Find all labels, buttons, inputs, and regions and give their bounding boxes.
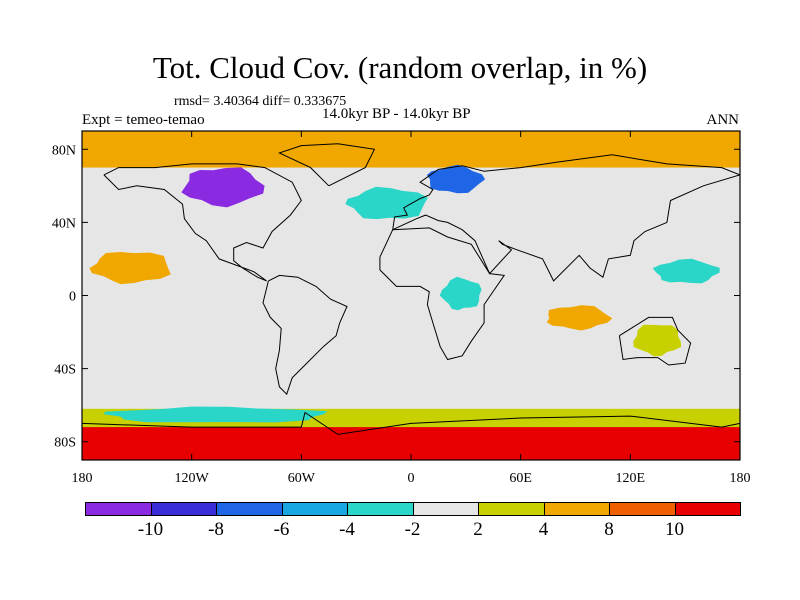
- axis-tick-labels: 180 120W 60W 0 60E 120E 180 80N 40N 0 40S 80S: [52, 143, 751, 486]
- anomaly-region-w-pacific-teal: [652, 258, 720, 284]
- colorbar-label: -6: [273, 519, 290, 540]
- anomaly-region-n-atlantic-teal: [345, 186, 428, 220]
- lat-tick-label: 80N: [52, 143, 76, 158]
- coastline-2: [379, 227, 506, 361]
- coastline-5: [82, 411, 740, 435]
- colorbar-label: -8: [208, 519, 224, 540]
- lon-tick-label: 120E: [616, 471, 646, 486]
- coastline-0: [103, 163, 302, 282]
- season-label: ANN: [706, 112, 740, 128]
- colorbar-label: -2: [404, 519, 421, 540]
- anomaly-field: [82, 131, 740, 460]
- anomaly-region-southern-ocean-band: [82, 423, 740, 460]
- lon-tick-label: 180: [730, 471, 751, 486]
- coastline-1: [262, 274, 348, 396]
- anomaly-region-n-pacific-orange: [89, 252, 171, 285]
- colorbar-label: 4: [538, 519, 549, 540]
- colorbar-label: -4: [339, 519, 355, 540]
- lon-tick-label: 0: [408, 471, 415, 486]
- anomaly-region-africa-teal: [439, 276, 482, 311]
- anomaly-region-laurentide-purple: [181, 167, 265, 208]
- coastline-4: [618, 316, 692, 366]
- stats-line: rmsd= 3.40364 diff= 0.333675: [174, 94, 347, 109]
- axis-ticks: [81, 131, 741, 460]
- anomaly-region-scandinavia-negative: [426, 164, 486, 194]
- anomaly-region-arctic-mixed: [82, 131, 740, 168]
- lat-tick-label: 0: [69, 290, 76, 305]
- lon-tick-label: 60E: [509, 471, 532, 486]
- colorbar-swatch: [150, 502, 217, 516]
- anomaly-region-australia-yellow: [633, 324, 682, 357]
- lon-tick-label: 180: [72, 471, 93, 486]
- lat-tick-label: 40S: [54, 363, 76, 378]
- coastlines: [82, 143, 740, 435]
- period-label: 14.0kyr BP - 14.0kyr BP: [322, 106, 471, 122]
- colorbar-swatch: [543, 502, 610, 516]
- colorbar-swatch: [347, 502, 414, 516]
- coastline-6: [278, 143, 376, 187]
- coastline-3: [392, 154, 740, 282]
- colorbar-label: 2: [473, 519, 483, 540]
- colorbar-swatch: [478, 502, 545, 516]
- colorbar-swatch: [216, 502, 283, 516]
- lat-tick-label: 80S: [54, 436, 76, 451]
- chart-title: Tot. Cloud Cov. (random overlap, in %): [152, 50, 648, 85]
- lon-tick-label: 120W: [175, 471, 210, 486]
- experiment-label: Expt = temeo-temao: [82, 112, 205, 128]
- lon-tick-label: 60W: [288, 471, 316, 486]
- colorbar-swatch: [85, 502, 152, 516]
- colorbar-label: -10: [137, 519, 164, 540]
- anomaly-region-antarctic-teal-belt: [103, 406, 328, 423]
- colorbar-label: 8: [604, 519, 614, 540]
- colorbar-label: 10: [665, 519, 684, 540]
- colorbar-swatch: [281, 502, 348, 516]
- colorbar-swatch: [609, 502, 676, 516]
- colorbar-swatch: [674, 502, 741, 516]
- colorbar-swatch: [412, 502, 479, 516]
- anomaly-region-indian-ocean-orange: [546, 305, 613, 331]
- lat-tick-label: 40N: [52, 216, 76, 231]
